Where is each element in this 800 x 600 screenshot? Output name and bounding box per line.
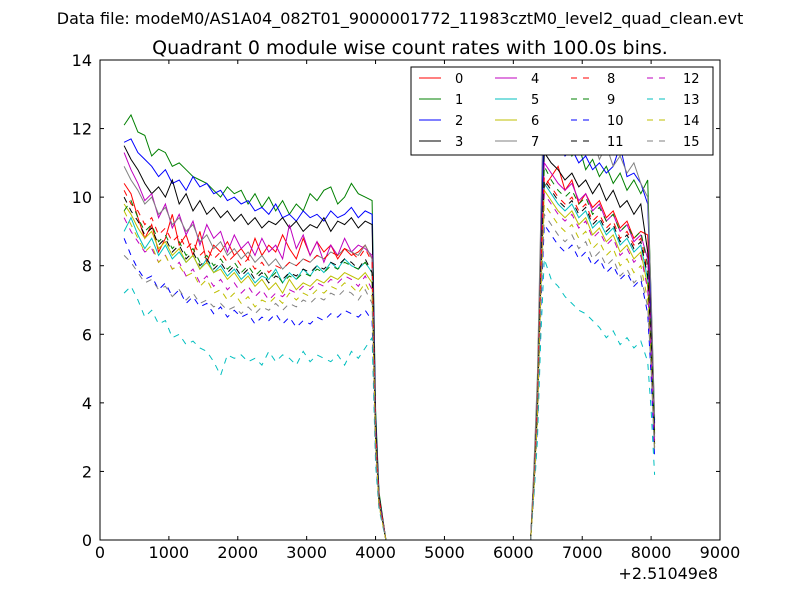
tick-layer: 0 1000 2000 3000 4000 5000 6000 7000 8000 9000 0 2 4…: [72, 51, 741, 562]
series-line-3: [123, 145, 656, 541]
series-line-0: [123, 165, 656, 541]
series-line-5: [123, 181, 656, 541]
y-tick-label: 12: [72, 120, 92, 139]
y-tick-label: 14: [72, 51, 92, 70]
series-line-12: [123, 192, 656, 541]
legend-label-0: 0: [455, 72, 463, 87]
legend-label-13: 13: [683, 93, 700, 108]
legend-label-12: 12: [683, 72, 700, 87]
y-tick-label: 4: [82, 394, 92, 413]
y-tick-label: 10: [72, 188, 92, 207]
series-line-6: [123, 188, 656, 541]
x-tick-label: 8000: [631, 543, 672, 562]
series-line-15: [123, 212, 656, 541]
series-line-13: [123, 258, 656, 541]
legend-label-6: 6: [531, 114, 539, 129]
x-tick-label: 2000: [217, 543, 258, 562]
x-tick-label: 1000: [149, 543, 190, 562]
series-line-8: [123, 175, 656, 541]
series-line-10: [123, 223, 656, 541]
chart-title: Quadrant 0 module wise count rates with …: [152, 37, 668, 59]
series-line-14: [123, 202, 656, 541]
legend-label-2: 2: [455, 114, 463, 129]
legend-label-14: 14: [683, 114, 700, 129]
x-tick-label: 0: [95, 543, 105, 562]
legend-label-4: 4: [531, 72, 539, 87]
x-tick-label: 6000: [493, 543, 534, 562]
x-tick-label: 9000: [700, 543, 741, 562]
legend-label-1: 1: [455, 93, 463, 108]
series-line-9: [123, 166, 656, 541]
x-tick-label: 5000: [424, 543, 465, 562]
legend-label-5: 5: [531, 93, 539, 108]
legend-box: [410, 66, 714, 156]
x-tick-label: 3000: [286, 543, 327, 562]
series-line-11: [123, 178, 656, 541]
figure-suptitle: Data file: modeM0/AS1A04_082T01_90000017…: [57, 9, 743, 29]
series-layer: [123, 76, 656, 541]
y-tick-label: 2: [82, 462, 92, 481]
legend-label-7: 7: [531, 135, 539, 150]
series-line-1: [123, 113, 656, 541]
y-tick-label: 6: [82, 325, 92, 344]
series-line-2: [123, 114, 656, 541]
legend-label-15: 15: [683, 135, 700, 150]
legend-label-10: 10: [607, 114, 624, 129]
legend-label-11: 11: [607, 135, 624, 150]
y-tick-label: 8: [82, 257, 92, 276]
legend-label-3: 3: [455, 135, 463, 150]
legend-label-8: 8: [607, 72, 615, 87]
y-tick-label: 0: [82, 531, 92, 550]
x-tick-label: 4000: [355, 543, 396, 562]
x-tick-label: 7000: [562, 543, 603, 562]
legend-label-9: 9: [607, 93, 615, 108]
x-offset-label: +2.51049e8: [618, 564, 718, 583]
plot-frame: [99, 59, 721, 541]
